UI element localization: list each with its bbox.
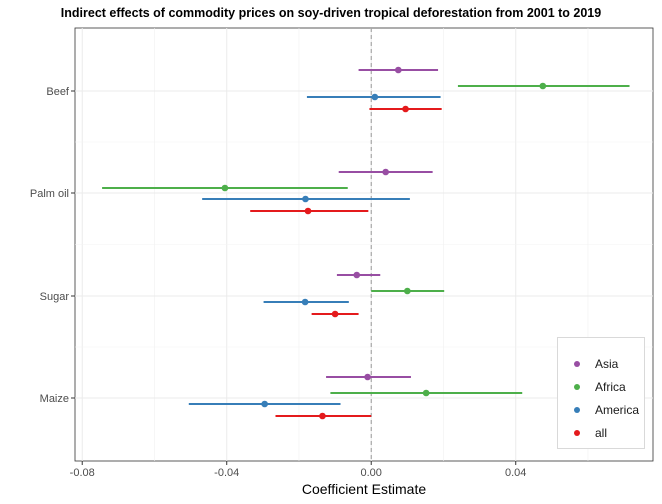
legend-label: Asia [595, 357, 619, 371]
chart-title: Indirect effects of commodity prices on … [60, 6, 602, 20]
point-america-maize [261, 400, 268, 408]
legend-item-all: all [568, 423, 607, 443]
point-africa-palm-oil [221, 184, 229, 192]
legend-item-africa: Africa [568, 377, 626, 397]
point-america-palm-oil [302, 195, 309, 203]
x-tick-label: -0.04 [214, 467, 239, 479]
x-tick-label: 0.04 [505, 467, 526, 479]
x-tick-label: 0.00 [361, 467, 382, 479]
point-asia-maize [364, 373, 371, 381]
point-asia-sugar [353, 271, 361, 279]
legend-label: all [595, 426, 608, 440]
legend-key-africa [568, 377, 585, 397]
point-all-beef [402, 105, 409, 113]
legend-item-asia: Asia [568, 354, 618, 374]
legend-label: Africa [595, 380, 626, 394]
y-tick-label: Sugar [40, 291, 70, 303]
legend-key-asia [568, 354, 585, 374]
y-tick-label: Maize [40, 393, 69, 405]
point-all-palm-oil [304, 207, 312, 215]
x-axis-label: Coefficient Estimate [302, 481, 426, 497]
point-africa-maize [422, 389, 430, 397]
legend: Asia Africa America all [557, 337, 645, 449]
chart-marks [102, 66, 630, 420]
y-tick-label: Palm oil [30, 188, 69, 200]
point-asia-palm-oil [382, 168, 389, 176]
point-all-maize [319, 412, 326, 420]
point-africa-sugar [404, 287, 411, 295]
x-axis: -0.08 -0.04 0.00 0.04 [70, 461, 526, 479]
y-axis: Beef Palm oil Sugar Maize [30, 86, 75, 405]
y-tick-label: Beef [46, 86, 70, 98]
legend-key-all [568, 423, 585, 443]
point-africa-beef [539, 82, 547, 90]
legend-label: America [595, 403, 640, 417]
legend-item-america: America [568, 400, 639, 420]
point-america-sugar [301, 298, 309, 306]
point-america-beef [371, 93, 379, 101]
legend-key-america [568, 400, 585, 420]
x-tick-label: -0.08 [70, 467, 95, 479]
point-asia-beef [395, 66, 402, 74]
point-all-sugar [331, 310, 339, 318]
